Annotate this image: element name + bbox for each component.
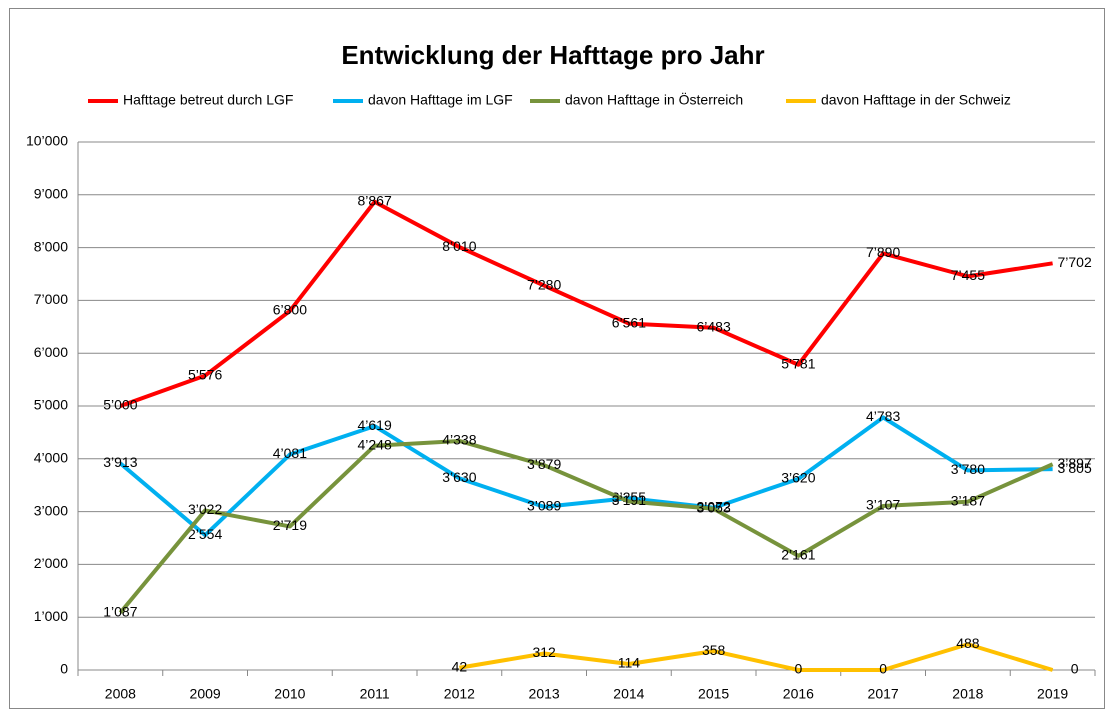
data-label: 3’053: [696, 500, 730, 516]
x-tick-label: 2019: [1037, 686, 1068, 702]
y-tick-label: 10’000: [26, 133, 68, 149]
y-tick-label: 8’000: [34, 238, 68, 254]
data-label: 4’338: [442, 432, 476, 448]
data-label: 3’780: [951, 461, 985, 477]
data-label: 0: [1071, 661, 1079, 677]
chart-title: Entwicklung der Hafttage pro Jahr: [341, 40, 764, 70]
data-label: 2’554: [188, 526, 222, 542]
data-label: 3’913: [103, 454, 137, 470]
data-label: 2’719: [273, 517, 307, 533]
data-label: 3’187: [951, 492, 985, 508]
y-tick-label: 9’000: [34, 186, 68, 202]
data-label: 3’897: [1057, 455, 1091, 471]
data-label: 7’455: [951, 267, 985, 283]
series-line: [119, 199, 1053, 408]
data-label: 2’161: [781, 547, 815, 563]
y-tick-label: 3’000: [34, 502, 68, 518]
y-tick-label: 2’000: [34, 555, 68, 571]
x-tick-label: 2016: [783, 686, 814, 702]
data-label: 4’081: [273, 445, 307, 461]
series-line: [459, 642, 1054, 672]
data-label: 4’783: [866, 408, 900, 424]
data-label: 5’000: [103, 397, 137, 413]
x-tick-label: 2009: [190, 686, 221, 702]
x-tick-label: 2012: [444, 686, 475, 702]
data-label: 3’089: [527, 498, 561, 514]
data-label: 42: [452, 658, 468, 674]
y-tick-label: 4’000: [34, 450, 68, 466]
data-label: 114: [618, 655, 641, 671]
x-tick-label: 2015: [698, 686, 729, 702]
data-label: 4’619: [357, 417, 391, 433]
data-label: 3’805: [1057, 460, 1091, 476]
data-label: 7’280: [527, 276, 561, 292]
data-label: 3’620: [781, 470, 815, 486]
data-label: 8’010: [442, 238, 476, 254]
data-label: 1’087: [103, 603, 137, 619]
data-label: 7’702: [1057, 254, 1091, 270]
x-tick-label: 2017: [868, 686, 899, 702]
data-label: 3’191: [612, 492, 646, 508]
data-label: 5’781: [781, 355, 815, 371]
legend-label: davon Hafttage in der Schweiz: [821, 92, 1011, 108]
x-tick-label: 2008: [105, 686, 136, 702]
data-label: 3’072: [696, 499, 730, 515]
y-tick-label: 7’000: [34, 291, 68, 307]
legend-label: Hafttage betreut durch LGF: [123, 92, 293, 108]
series-line: [119, 415, 1053, 538]
chart-border: [9, 8, 1105, 709]
y-tick-label: 0: [60, 661, 68, 677]
data-label: 0: [879, 661, 887, 677]
legend-label: davon Hafttage in Österreich: [565, 91, 743, 108]
x-tick-label: 2014: [613, 686, 644, 702]
data-label: 3’879: [527, 456, 561, 472]
data-label: 5’576: [188, 366, 222, 382]
data-label: 0: [794, 661, 802, 677]
data-label: 488: [956, 635, 980, 651]
data-label: 4’248: [357, 436, 391, 452]
x-tick-label: 2018: [952, 686, 983, 702]
data-label: 6’561: [612, 314, 646, 330]
series-line: [118, 438, 1054, 614]
y-tick-label: 1’000: [34, 608, 68, 624]
data-label: 6’483: [696, 318, 730, 334]
data-label: 3’107: [866, 497, 900, 513]
data-label: 3’022: [188, 501, 222, 517]
data-label: 7’890: [866, 244, 900, 260]
data-label: 312: [532, 644, 556, 660]
y-tick-label: 5’000: [34, 397, 68, 413]
legend-label: davon Hafttage im LGF: [368, 92, 513, 108]
data-label: 8’867: [357, 193, 391, 209]
x-tick-label: 2010: [274, 686, 305, 702]
y-tick-label: 6’000: [34, 344, 68, 360]
data-label: 6’800: [273, 302, 307, 318]
data-label: 358: [702, 642, 726, 658]
x-tick-label: 2011: [360, 686, 390, 702]
x-tick-label: 2013: [529, 686, 560, 702]
data-label: 3’630: [442, 469, 476, 485]
